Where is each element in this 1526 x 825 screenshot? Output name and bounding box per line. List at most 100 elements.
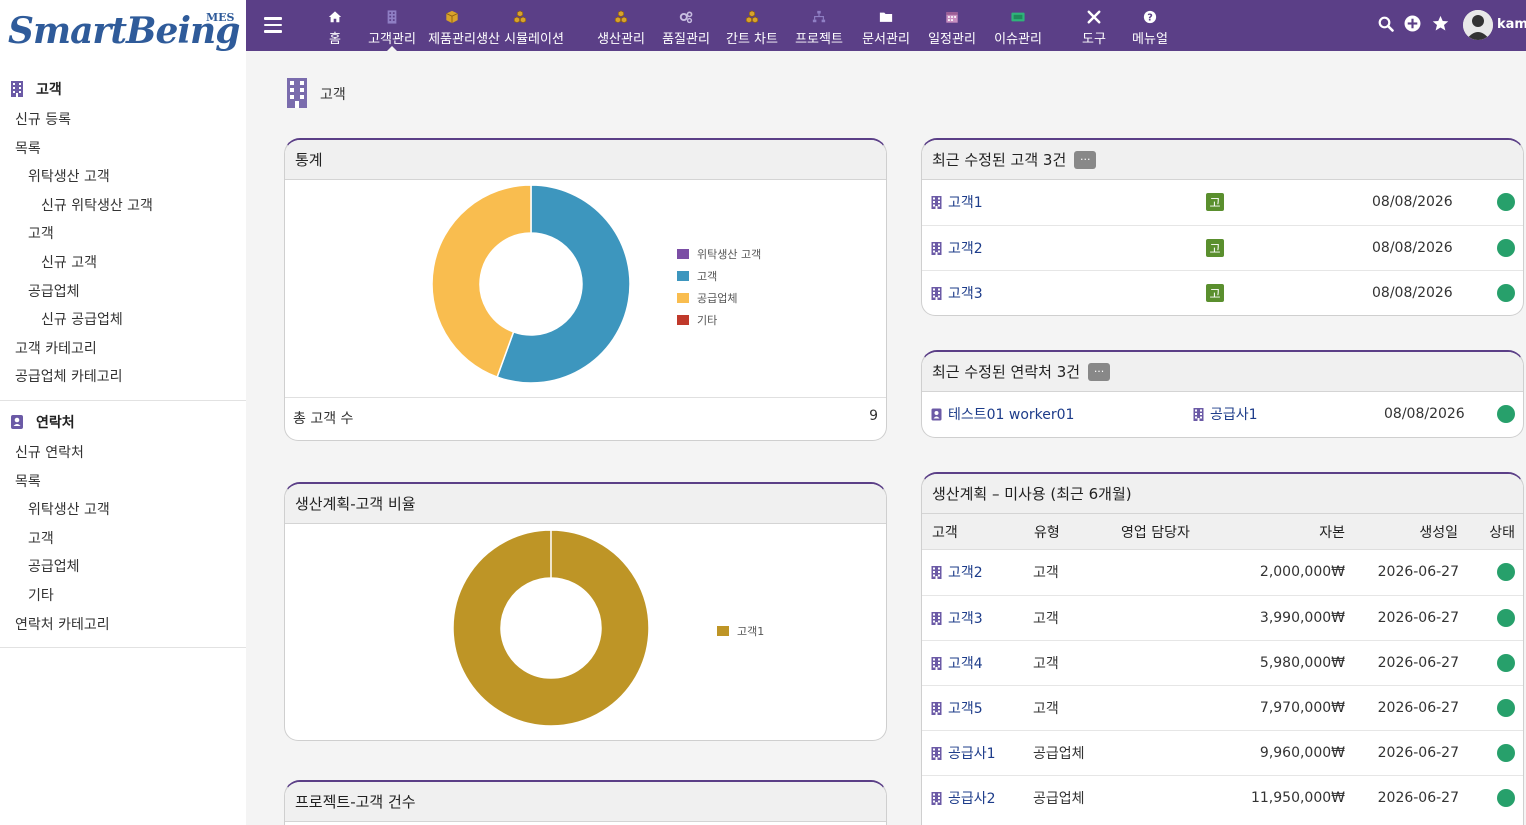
status-cell [1497, 641, 1515, 685]
cubes-icon [746, 10, 758, 24]
sidebar-item[interactable]: 신규 위탁생산 고객 [41, 197, 153, 214]
sidebar-item[interactable]: 신규 공급업체 [41, 312, 123, 329]
ticket-icon [1011, 12, 1025, 22]
menu-toggle-icon[interactable] [264, 17, 282, 33]
contact-link[interactable]: 테스트01 worker01 [931, 392, 1074, 436]
customer-name[interactable]: 고객3 [948, 286, 983, 302]
customer-name[interactable]: 고객3 [948, 611, 983, 627]
nav-cogs[interactable]: 품질관리 [657, 0, 716, 51]
legend-item[interactable]: 위탁생산 고객 [677, 243, 761, 265]
contact-name[interactable]: 테스트01 worker01 [948, 407, 1075, 423]
column-header[interactable]: 상태 [1489, 525, 1515, 541]
customer-link[interactable]: 고객3 [931, 271, 983, 315]
more-button[interactable]: ... [1088, 362, 1111, 381]
top-navbar: 홈 고객관리 제품관리 생산 시뮬레이션 생산관리 품질관리 간트 차트 프로젝트 문서관리 일정… [246, 0, 1526, 51]
logo[interactable]: SmartBeing [8, 10, 240, 52]
card-title: 프로젝트-고객 건수 [295, 793, 416, 811]
column-header[interactable]: 유형 [1034, 525, 1060, 541]
customer-name[interactable]: 공급사1 [948, 746, 996, 762]
customer-link[interactable]: 고객4 [931, 641, 983, 685]
modified-date: 08/08/2026 [1372, 240, 1453, 256]
customer-link[interactable]: 고객2 [931, 226, 983, 270]
nav-question[interactable]: ? 메뉴얼 [1119, 0, 1181, 51]
nav-folder[interactable]: 문서관리 [857, 0, 915, 51]
donut-slice-고객1[interactable] [452, 529, 650, 727]
page-title: 고객 [320, 87, 346, 103]
legend-item[interactable]: 고객1 [717, 620, 764, 642]
nav-calendar[interactable]: 일정관리 [923, 0, 981, 51]
customer-link[interactable]: 고객3 [931, 596, 983, 640]
nav-cubes[interactable]: 생산 시뮬레이션 [472, 0, 568, 51]
username[interactable]: kame [1497, 17, 1526, 32]
customer-name[interactable]: 고객1 [948, 195, 983, 211]
avatar[interactable] [1463, 10, 1493, 40]
capital-cell: 3,990,000₩ [1259, 610, 1345, 626]
customer-name[interactable]: 공급사2 [948, 791, 996, 807]
customer-link[interactable]: 공급사1 [931, 731, 996, 775]
legend-item[interactable]: 기타 [677, 309, 761, 331]
donut-slice-고객[interactable] [496, 184, 631, 384]
wrench-icon [1087, 10, 1101, 24]
column-header[interactable]: 생성일 [1419, 525, 1458, 541]
legend-swatch [677, 271, 689, 281]
donut-slice-공급업체[interactable] [431, 184, 532, 378]
legend-item[interactable]: 고객 [677, 265, 761, 287]
star-icon[interactable] [1432, 15, 1449, 32]
legend-item[interactable]: 공급업체 [677, 287, 761, 309]
sidebar-item[interactable]: 목록 [15, 473, 41, 490]
sidebar-item[interactable]: 신규 연락처 [15, 444, 84, 461]
customer-type-badge: 고 [1206, 193, 1224, 211]
breadcrumb: 고객 [285, 78, 346, 108]
sidebar-item[interactable]: 공급업체 카테고리 [15, 369, 123, 386]
customer-name[interactable]: 고객4 [948, 656, 983, 672]
customer-link[interactable]: 고객2 [931, 550, 983, 594]
nav-cubes[interactable]: 생산관리 [592, 0, 650, 51]
column-header[interactable]: 자본 [1319, 525, 1345, 541]
type-cell: 공급업체 [1033, 746, 1085, 762]
sidebar-item[interactable]: 고객 카테고리 [15, 340, 97, 357]
sidebar-item[interactable]: 위탁생산 고객 [28, 169, 110, 186]
type-cell: 고 [1206, 271, 1224, 315]
type-cell: 공급업체 [1033, 791, 1085, 807]
company-link[interactable]: 공급사1 [1193, 392, 1258, 436]
nav-cube[interactable]: 제품관리 [422, 0, 482, 51]
column-header[interactable]: 영업 담당자 [1121, 525, 1190, 541]
nav-building[interactable]: 고객관리 [364, 0, 420, 51]
sidebar-item[interactable]: 목록 [15, 140, 41, 157]
sidebar-item[interactable]: 공급업체 [28, 283, 80, 300]
nav-label: 제품관리 [428, 32, 476, 47]
sidebar-item[interactable]: 신규 등록 [15, 112, 71, 128]
question-icon: ? [1143, 10, 1157, 24]
more-button[interactable]: ... [1074, 150, 1097, 169]
customer-link[interactable]: 고객1 [931, 180, 983, 224]
customer-name[interactable]: 고객5 [948, 701, 983, 717]
customer-link[interactable]: 고객5 [931, 686, 983, 730]
customer-name[interactable]: 고객2 [948, 241, 983, 257]
sidebar-item[interactable]: 연락처 카테고리 [15, 616, 110, 633]
sidebar-item[interactable]: 기타 [28, 587, 54, 604]
nav-sitemap[interactable]: 프로젝트 [789, 0, 849, 51]
legend-swatch [717, 626, 729, 636]
customer-link[interactable]: 공급사2 [931, 776, 996, 820]
modified-date: 08/08/2026 [1372, 194, 1453, 210]
sidebar-item[interactable]: 신규 고객 [41, 254, 97, 271]
calendar-icon [946, 12, 958, 23]
nav-wrench[interactable]: 도구 [1073, 0, 1115, 51]
table-row: 고객2 고 08/08/2026 [922, 225, 1523, 270]
add-circle-icon[interactable] [1404, 15, 1421, 32]
nav-ticket[interactable]: 이슈관리 [989, 0, 1047, 51]
table-row: 고객3 고객 3,990,000₩ 2026-06-27 [922, 595, 1523, 640]
column-header[interactable]: 고객 [932, 525, 958, 541]
sidebar-item[interactable]: 위탁생산 고객 [28, 502, 110, 519]
company-name[interactable]: 공급사1 [1210, 407, 1258, 423]
sidebar-item[interactable]: 고객 [28, 226, 54, 243]
sidebar-item[interactable]: 고객 [28, 530, 54, 547]
sidebar-section-contact[interactable]: 연락처 [0, 405, 246, 439]
sidebar-item[interactable]: 공급업체 [28, 559, 80, 576]
nav-home[interactable]: 홈 [315, 0, 356, 51]
status-cell [1497, 731, 1515, 775]
search-icon[interactable] [1378, 16, 1394, 32]
customer-name[interactable]: 고객2 [948, 565, 983, 581]
nav-cubes[interactable]: 간트 차트 [722, 0, 782, 51]
sidebar-section-customer[interactable]: 고객 [0, 72, 246, 106]
